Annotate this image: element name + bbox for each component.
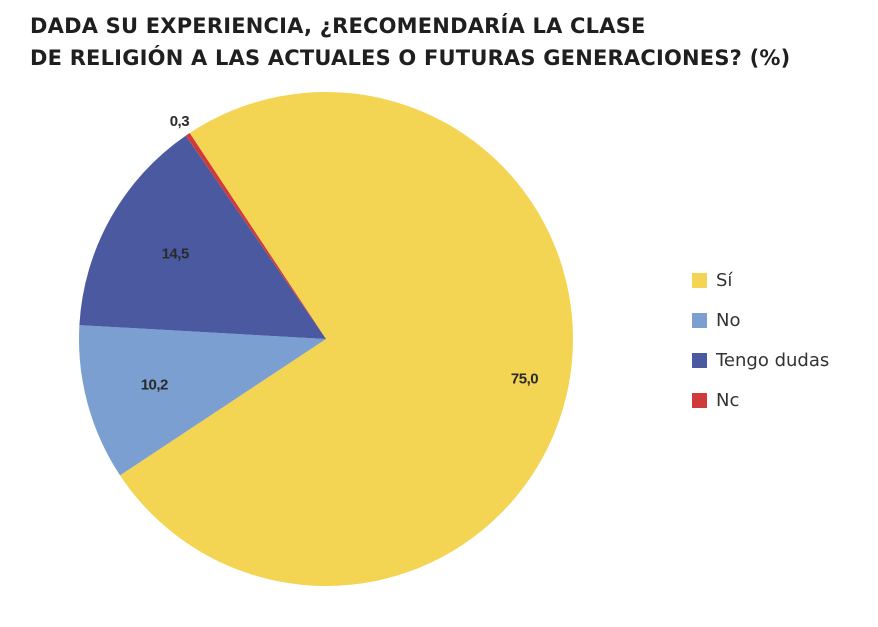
legend-swatch-no bbox=[692, 312, 707, 328]
legend-swatch-si bbox=[692, 272, 707, 288]
legend-label-no: No bbox=[716, 309, 741, 331]
pie-slice-tengo-dudas bbox=[79, 135, 326, 339]
legend-item-tengo-dudas: Tengo dudas bbox=[692, 340, 872, 380]
legend-swatch-tengo-dudas bbox=[692, 352, 707, 368]
data-label-no: 10,2 bbox=[141, 376, 168, 393]
pie-slice-no bbox=[79, 325, 326, 476]
legend-swatch-nc bbox=[692, 392, 707, 408]
pie-slices bbox=[79, 91, 573, 586]
pie-data-labels: 75,0 10,2 14,5 0,3 bbox=[141, 113, 539, 393]
chart-title: DADA SU EXPERIENCIA, ¿RECOMENDARÍA LA CL… bbox=[30, 10, 790, 74]
chart-title-line-2: DE RELIGIÓN A LAS ACTUALES O FUTURAS GEN… bbox=[30, 46, 791, 70]
legend-label-si: Sí bbox=[716, 269, 733, 291]
data-label-si: 75,0 bbox=[511, 370, 538, 387]
chart-title-line-1: DADA SU EXPERIENCIA, ¿RECOMENDARÍA LA CL… bbox=[30, 14, 646, 38]
pie-slice-nc bbox=[185, 133, 326, 339]
data-label-nc: 0,3 bbox=[170, 113, 190, 130]
legend-item-si: Sí bbox=[692, 260, 872, 300]
legend-label-nc: Nc bbox=[716, 389, 740, 411]
legend-item-nc: Nc bbox=[692, 380, 872, 420]
legend-label-tengo-dudas: Tengo dudas bbox=[716, 349, 830, 371]
legend: Sí No Tengo dudas Nc bbox=[692, 260, 872, 420]
legend-item-no: No bbox=[692, 300, 872, 340]
data-label-tengo-dudas: 14,5 bbox=[162, 245, 189, 262]
pie-slice-si bbox=[120, 91, 573, 586]
